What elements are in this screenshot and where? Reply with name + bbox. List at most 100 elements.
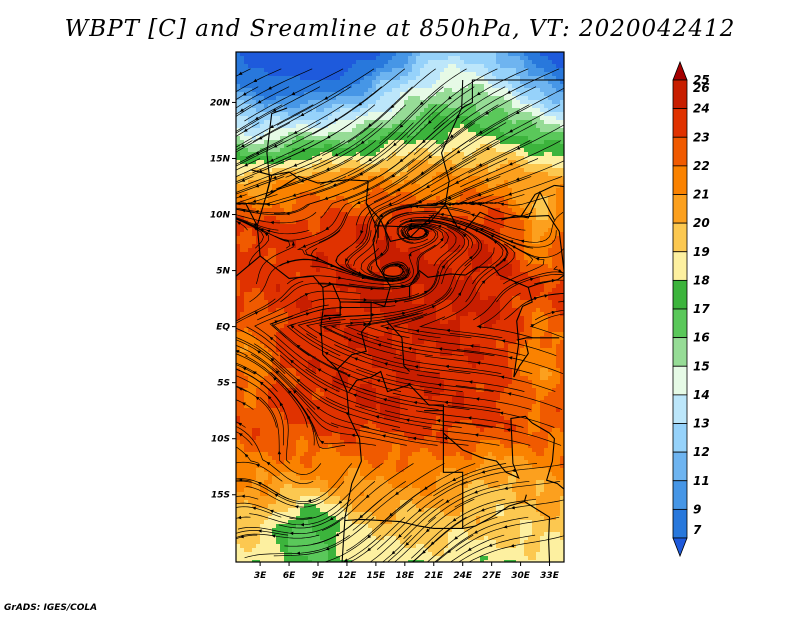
- field-cell: [460, 176, 465, 181]
- field-cell: [484, 224, 489, 229]
- field-cell: [460, 52, 465, 57]
- field-cell: [324, 108, 329, 113]
- field-cell: [504, 168, 509, 173]
- field-cell: [472, 112, 477, 117]
- field-cell: [508, 144, 513, 149]
- field-cell: [276, 184, 281, 189]
- field-cell: [288, 88, 293, 93]
- field-cell: [348, 60, 353, 65]
- field-cell: [400, 96, 405, 101]
- field-cell: [324, 132, 329, 137]
- field-cell: [408, 64, 413, 69]
- field-cell: [352, 132, 357, 137]
- field-cell: [340, 188, 345, 193]
- field-cell: [316, 76, 321, 81]
- field-cell: [368, 104, 373, 109]
- field-cell: [452, 284, 457, 289]
- field-cell: [480, 68, 485, 73]
- field-cell: [256, 144, 261, 149]
- field-cell: [432, 240, 437, 245]
- field-cell: [304, 204, 309, 209]
- field-cell: [488, 284, 493, 289]
- field-cell: [408, 156, 413, 161]
- field-cell: [472, 68, 477, 73]
- field-cell: [436, 288, 441, 293]
- field-cell: [552, 104, 557, 109]
- field-cell: [540, 172, 545, 177]
- field-cell: [372, 168, 377, 173]
- field-cell: [528, 172, 533, 177]
- field-cell: [476, 60, 481, 65]
- field-cell: [324, 288, 329, 293]
- field-cell: [392, 112, 397, 117]
- field-cell: [424, 192, 429, 197]
- field-cell: [316, 60, 321, 65]
- field-cell: [396, 68, 401, 73]
- field-cell: [456, 280, 461, 285]
- field-cell: [260, 172, 265, 177]
- field-cell: [488, 212, 493, 217]
- field-cell: [552, 280, 557, 285]
- field-cell: [532, 288, 537, 293]
- field-cell: [292, 140, 297, 145]
- field-cell: [504, 104, 509, 109]
- field-cell: [328, 220, 333, 225]
- field-cell: [368, 280, 373, 285]
- field-cell: [508, 288, 513, 293]
- field-cell: [468, 136, 473, 141]
- field-cell: [476, 204, 481, 209]
- field-cell: [436, 256, 441, 261]
- field-cell: [448, 92, 453, 97]
- field-cell: [384, 104, 389, 109]
- field-cell: [468, 220, 473, 225]
- field-cell: [236, 152, 241, 157]
- field-cell: [520, 152, 525, 157]
- field-cell: [484, 152, 489, 157]
- field-cell: [468, 132, 473, 137]
- field-cell: [348, 292, 353, 297]
- field-cell: [288, 272, 293, 277]
- field-cell: [496, 180, 501, 185]
- field-cell: [492, 252, 497, 257]
- field-cell: [396, 280, 401, 285]
- field-cell: [300, 128, 305, 133]
- field-cell: [396, 236, 401, 241]
- field-cell: [396, 220, 401, 225]
- field-cell: [436, 232, 441, 237]
- field-cell: [328, 124, 333, 129]
- field-cell: [508, 92, 513, 97]
- field-cell: [544, 112, 549, 117]
- field-cell: [464, 128, 469, 133]
- field-cell: [344, 288, 349, 293]
- field-cell: [500, 136, 505, 141]
- field-cell: [436, 108, 441, 113]
- field-cell: [444, 176, 449, 181]
- field-cell: [556, 236, 561, 241]
- field-cell: [532, 200, 537, 205]
- field-cell: [420, 148, 425, 153]
- field-cell: [304, 108, 309, 113]
- field-cell: [400, 232, 405, 237]
- field-cell: [556, 256, 561, 261]
- field-cell: [408, 232, 413, 237]
- field-cell: [272, 268, 277, 273]
- field-cell: [236, 76, 241, 81]
- field-cell: [412, 112, 417, 117]
- field-cell: [284, 208, 289, 213]
- field-cell: [472, 140, 477, 145]
- field-cell: [524, 276, 529, 281]
- field-cell: [492, 108, 497, 113]
- field-cell: [472, 128, 477, 133]
- field-cell: [404, 212, 409, 217]
- field-cell: [364, 264, 369, 269]
- field-cell: [532, 160, 537, 165]
- field-cell: [552, 156, 557, 161]
- field-cell: [560, 80, 564, 85]
- field-cell: [520, 184, 525, 189]
- field-cell: [548, 180, 553, 185]
- field-cell: [280, 140, 285, 145]
- field-cell: [548, 252, 553, 257]
- field-cell: [376, 172, 381, 177]
- field-cell: [460, 76, 465, 81]
- field-cell: [356, 292, 361, 297]
